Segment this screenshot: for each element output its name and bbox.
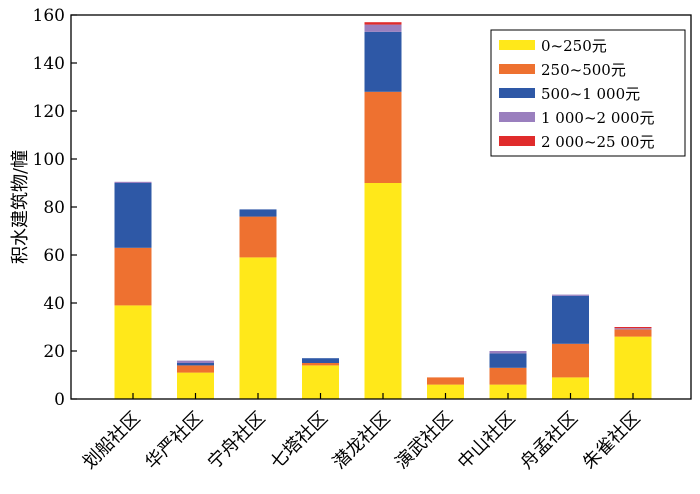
bar-segment — [552, 377, 589, 399]
bar-segment — [302, 358, 339, 363]
bar-segment — [427, 384, 464, 399]
bar-segment — [614, 328, 652, 330]
bar-segment — [239, 209, 277, 217]
legend: 0~250元 250~500元 500~1 000元 1 000~2 000元 2 00… — [490, 29, 686, 157]
y-tick-label: 160 — [33, 6, 65, 26]
y-tick-label: 80 — [43, 198, 65, 218]
legend-swatch — [499, 64, 535, 74]
bar-segment — [552, 343, 589, 378]
category-label: 七塔社区 — [266, 408, 332, 474]
bar-segment — [114, 247, 152, 306]
legend-swatch — [499, 136, 535, 146]
bar-segment — [177, 365, 214, 373]
category-label: 华严社区 — [141, 408, 207, 474]
bar-segment — [614, 327, 652, 329]
category-label: 宁舟社区 — [204, 408, 270, 474]
bar-segment — [427, 377, 464, 385]
bar-segment — [364, 22, 402, 25]
bar-segment — [489, 353, 527, 368]
bar-segment — [364, 31, 402, 92]
legend-label: 0~250元 — [541, 37, 607, 55]
category-label: 划船社区 — [79, 408, 145, 474]
bar-segment — [489, 384, 527, 399]
bars-layer — [114, 22, 652, 399]
bar-segment — [114, 181, 152, 183]
bar-segment — [239, 216, 277, 258]
category-label: 朱雀社区 — [579, 408, 645, 474]
bar-segment — [364, 24, 402, 32]
legend-swatch — [499, 40, 535, 50]
bar-segment — [114, 305, 152, 399]
y-tick-label: 20 — [43, 342, 65, 362]
y-axis: 0 20 40 60 80 100 120 140 160 — [33, 6, 77, 410]
bar-segment — [239, 257, 277, 399]
y-tick-label: 0 — [54, 390, 65, 410]
legend-label: 500~1 000元 — [541, 85, 640, 103]
category-label: 舟孟社区 — [516, 408, 582, 474]
bar-segment — [364, 183, 402, 399]
y-tick-label: 40 — [43, 294, 65, 314]
legend-swatch — [499, 88, 535, 98]
bar-segment — [114, 183, 152, 248]
category-label: 演武社区 — [391, 408, 457, 474]
bar-segment — [552, 295, 589, 344]
bar-segment — [489, 351, 527, 354]
y-tick-label: 120 — [33, 102, 65, 122]
bar-segment — [552, 294, 589, 296]
bar-segment — [177, 363, 214, 366]
category-label: 潜龙社区 — [329, 408, 395, 474]
bar-segment — [489, 367, 527, 385]
y-tick-label: 100 — [33, 150, 65, 170]
bar-segment — [614, 336, 652, 399]
bar-segment — [364, 91, 402, 183]
y-tick-label: 140 — [33, 54, 65, 74]
legend-label: 250~500元 — [541, 61, 626, 79]
bar-segment — [302, 363, 339, 366]
category-label: 中山社区 — [454, 408, 520, 474]
legend-label: 2 000~25 00元 — [541, 133, 654, 151]
y-axis-label: 积水建筑物/幢 — [10, 150, 31, 264]
legend-label: 1 000~2 000元 — [541, 109, 654, 127]
y-tick-label: 60 — [43, 246, 65, 266]
legend-swatch — [499, 112, 535, 122]
bar-segment — [614, 329, 652, 337]
bar-segment — [177, 360, 214, 363]
